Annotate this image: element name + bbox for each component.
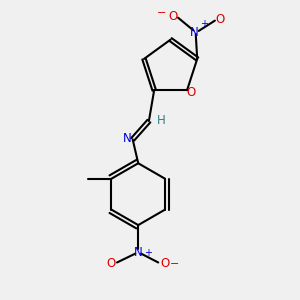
Text: −: − — [170, 259, 179, 269]
Text: N: N — [123, 132, 132, 145]
Text: O: O — [106, 257, 115, 271]
Text: O: O — [160, 257, 169, 271]
Text: N: N — [190, 26, 199, 39]
Text: O: O — [168, 10, 177, 23]
Text: O: O — [187, 86, 196, 99]
Text: O: O — [216, 13, 225, 26]
Text: −: − — [157, 8, 167, 18]
Text: +: + — [200, 20, 208, 29]
Text: H: H — [157, 114, 166, 127]
Text: +: + — [144, 248, 152, 258]
Text: N: N — [134, 246, 142, 259]
